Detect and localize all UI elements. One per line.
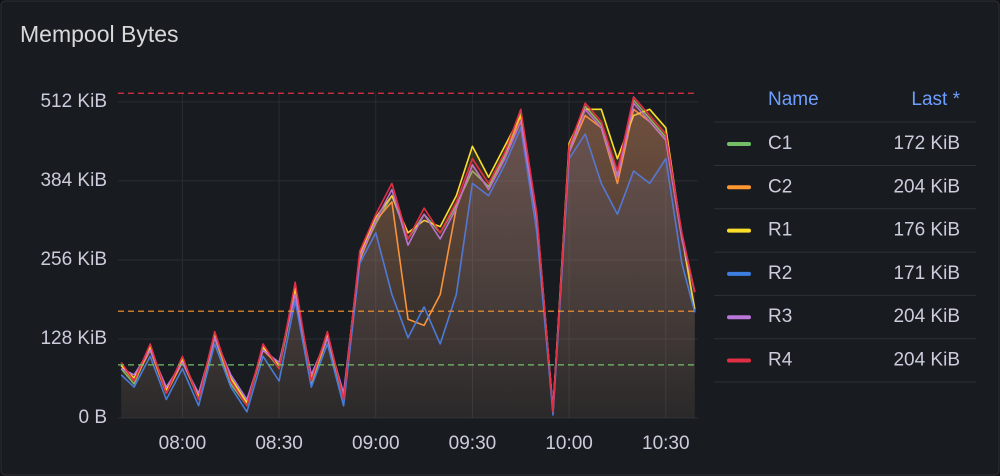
series-area: [121, 96, 695, 419]
x-tick-label: 08:00: [159, 433, 207, 454]
x-tick-label: 08:30: [255, 433, 303, 454]
y-tick-label: 0 B: [78, 407, 107, 428]
x-tick-label: 10:30: [642, 433, 690, 454]
legend-last: 172 KiB: [893, 133, 960, 154]
legend-name: C2: [768, 176, 792, 197]
legend-last: 176 KiB: [893, 220, 960, 241]
legend-name: C1: [768, 133, 792, 154]
legend-header: Name: [768, 89, 819, 110]
y-tick-label: 512 KiB: [40, 91, 107, 112]
legend-name: R2: [768, 263, 792, 284]
x-tick-label: 09:00: [352, 433, 400, 454]
legend-last: 204 KiB: [893, 306, 960, 327]
legend-name: R1: [768, 220, 792, 241]
legend-last: 171 KiB: [893, 263, 960, 284]
legend-last: 204 KiB: [893, 350, 960, 371]
x-tick-label: 09:30: [449, 433, 497, 454]
x-tick-label: 10:00: [545, 433, 593, 454]
y-tick-label: 128 KiB: [40, 328, 107, 349]
panel-title: Mempool Bytes: [20, 21, 179, 47]
legend-last: 204 KiB: [893, 176, 960, 197]
legend-name: R3: [768, 306, 792, 327]
y-tick-label: 256 KiB: [40, 249, 107, 270]
legend-name: R4: [768, 350, 793, 371]
y-tick-label: 384 KiB: [40, 170, 107, 191]
legend-header: Last *: [911, 89, 960, 110]
series-line: [120, 96, 696, 413]
